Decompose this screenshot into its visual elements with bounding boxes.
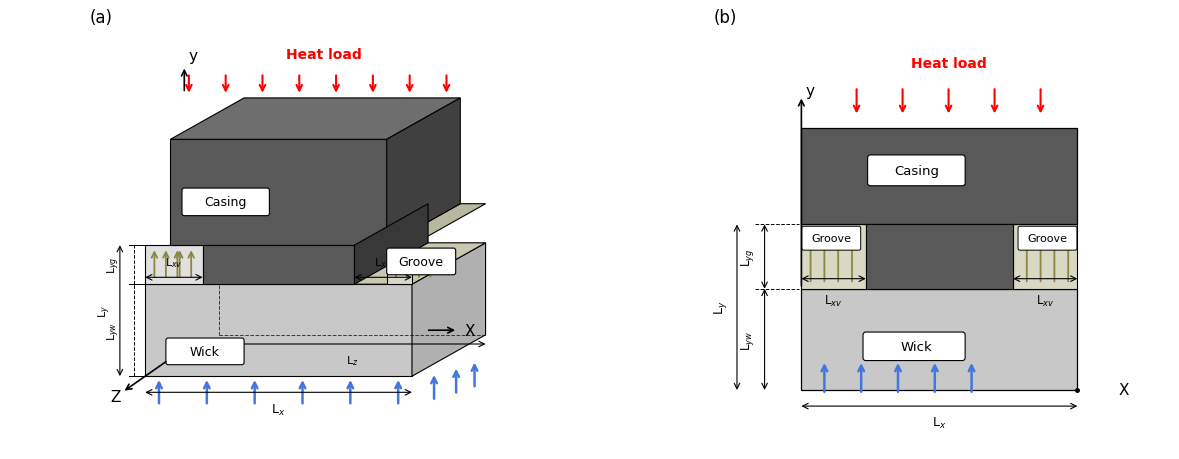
FancyBboxPatch shape — [166, 338, 244, 365]
Text: Groove: Groove — [399, 255, 443, 269]
Text: Heat load: Heat load — [910, 57, 987, 71]
Text: Casing: Casing — [204, 196, 246, 209]
Text: L$_y$: L$_y$ — [712, 300, 729, 315]
Text: L$_{yw}$: L$_{yw}$ — [739, 330, 756, 350]
Text: L$_y$: L$_y$ — [97, 304, 113, 318]
Polygon shape — [355, 204, 428, 285]
Polygon shape — [145, 285, 411, 376]
Text: Heat load: Heat load — [285, 48, 362, 62]
Polygon shape — [171, 99, 460, 140]
FancyBboxPatch shape — [387, 248, 455, 275]
Text: Groove: Groove — [1027, 234, 1067, 244]
Text: X: X — [1119, 383, 1129, 397]
Polygon shape — [802, 289, 1078, 390]
Text: Z: Z — [110, 390, 120, 404]
Polygon shape — [865, 225, 1013, 289]
Polygon shape — [145, 246, 203, 285]
Text: L$_{xv}$: L$_{xv}$ — [375, 256, 393, 269]
Text: (b): (b) — [714, 9, 737, 27]
Text: Casing: Casing — [894, 164, 938, 178]
Text: L$_{xv}$: L$_{xv}$ — [824, 294, 843, 309]
Text: Wick: Wick — [190, 345, 220, 358]
Polygon shape — [411, 243, 486, 376]
Text: L$_{xv}$: L$_{xv}$ — [165, 256, 183, 269]
Text: (a): (a) — [90, 9, 113, 27]
Polygon shape — [145, 243, 486, 285]
Text: L$_{yw}$: L$_{yw}$ — [106, 321, 123, 340]
Text: L$_x$: L$_x$ — [271, 402, 285, 417]
Polygon shape — [802, 129, 1078, 225]
FancyBboxPatch shape — [802, 227, 861, 251]
Text: L$_{yg}$: L$_{yg}$ — [106, 256, 123, 274]
Polygon shape — [1013, 225, 1078, 289]
FancyBboxPatch shape — [182, 189, 269, 216]
Text: y: y — [806, 84, 815, 99]
Text: L$_{yg}$: L$_{yg}$ — [739, 248, 756, 266]
Polygon shape — [171, 140, 387, 246]
Polygon shape — [387, 204, 486, 246]
FancyBboxPatch shape — [868, 156, 966, 186]
Polygon shape — [387, 246, 411, 285]
Text: y: y — [189, 49, 198, 64]
Polygon shape — [203, 246, 355, 285]
Text: L$_z$: L$_z$ — [345, 353, 358, 367]
Polygon shape — [802, 225, 865, 289]
Text: L$_x$: L$_x$ — [933, 415, 947, 431]
Polygon shape — [387, 99, 460, 246]
FancyBboxPatch shape — [863, 332, 966, 361]
Text: Wick: Wick — [901, 340, 933, 353]
Text: X: X — [465, 323, 475, 338]
Text: L$_{xv}$: L$_{xv}$ — [1036, 294, 1054, 309]
FancyBboxPatch shape — [1017, 227, 1076, 251]
Text: Groove: Groove — [811, 234, 851, 244]
